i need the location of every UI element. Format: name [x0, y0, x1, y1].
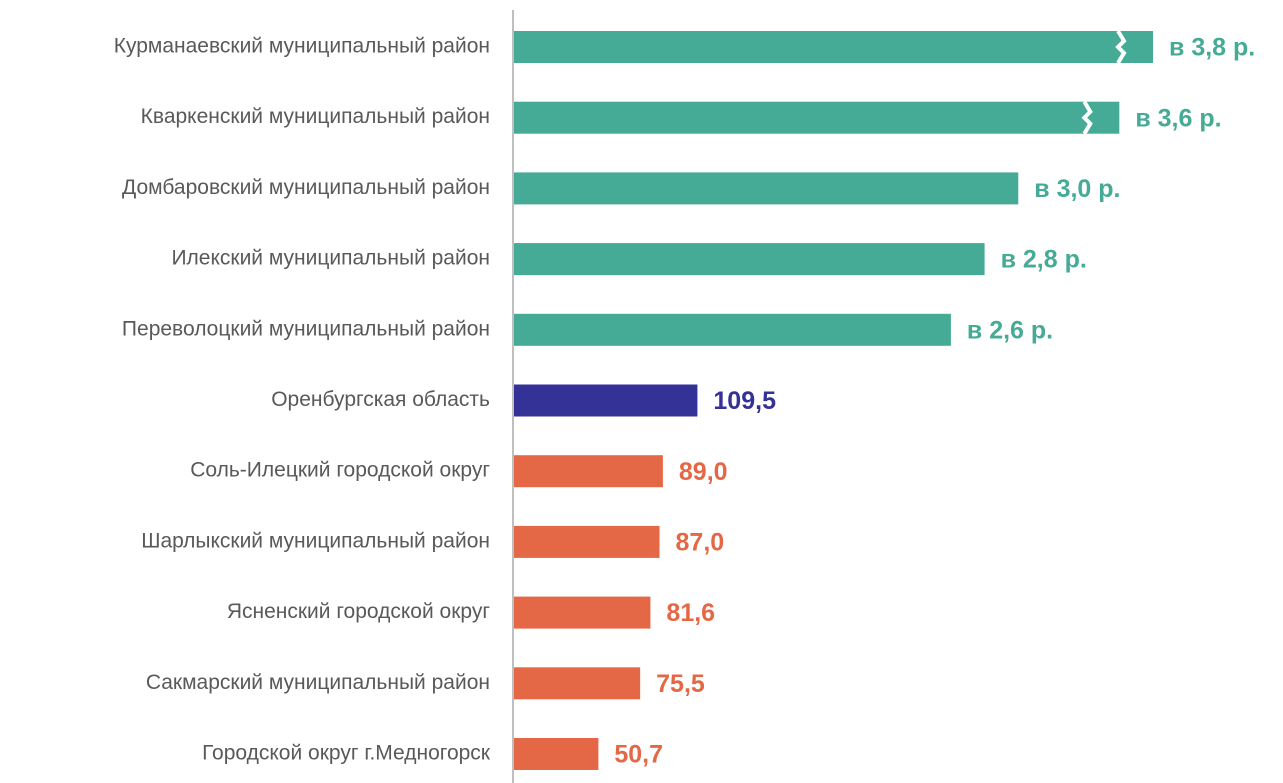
break-mark [1115, 29, 1127, 65]
category-label: Курманаевский муниципальный район [114, 35, 490, 58]
bar [514, 172, 1019, 205]
value-label: в 2,6 р. [967, 316, 1053, 344]
value-label: в 3,0 р. [1034, 175, 1120, 203]
bar [514, 243, 985, 276]
category-label: Оренбургская область [271, 388, 490, 411]
value-label: 75,5 [656, 670, 705, 698]
value-label: в 3,8 р. [1169, 34, 1255, 62]
category-label: Сакмарский муниципальный район [146, 671, 490, 694]
value-label: 109,5 [713, 387, 776, 415]
category-label: Соль-Илецкий городской округ [190, 459, 490, 482]
bar [514, 596, 651, 629]
value-label: 89,0 [679, 458, 728, 486]
bar [514, 101, 1120, 134]
bar [514, 313, 951, 346]
value-label: 50,7 [614, 741, 663, 769]
bar [514, 525, 660, 558]
bar [514, 455, 663, 488]
bar [514, 738, 599, 770]
category-label: Илекский муниципальный район [171, 247, 490, 270]
value-label: 81,6 [666, 599, 715, 627]
category-label: Городской округ г.Медногорск [202, 742, 491, 765]
category-label: Переволоцкий муниципальный район [122, 317, 490, 340]
category-label: Шарлыкский муниципальный район [141, 529, 490, 552]
break-mark [1081, 100, 1093, 135]
bar [514, 31, 1153, 63]
category-label: Ясненский городской округ [227, 600, 491, 623]
bar [514, 384, 698, 417]
value-label: 87,0 [676, 529, 725, 557]
category-label: Домбаровский муниципальный район [122, 176, 490, 199]
category-label: Кваркенский муниципальный район [141, 105, 490, 128]
value-label: в 2,8 р. [1001, 246, 1087, 274]
value-label: в 3,6 р. [1135, 104, 1221, 132]
bar [514, 667, 641, 700]
